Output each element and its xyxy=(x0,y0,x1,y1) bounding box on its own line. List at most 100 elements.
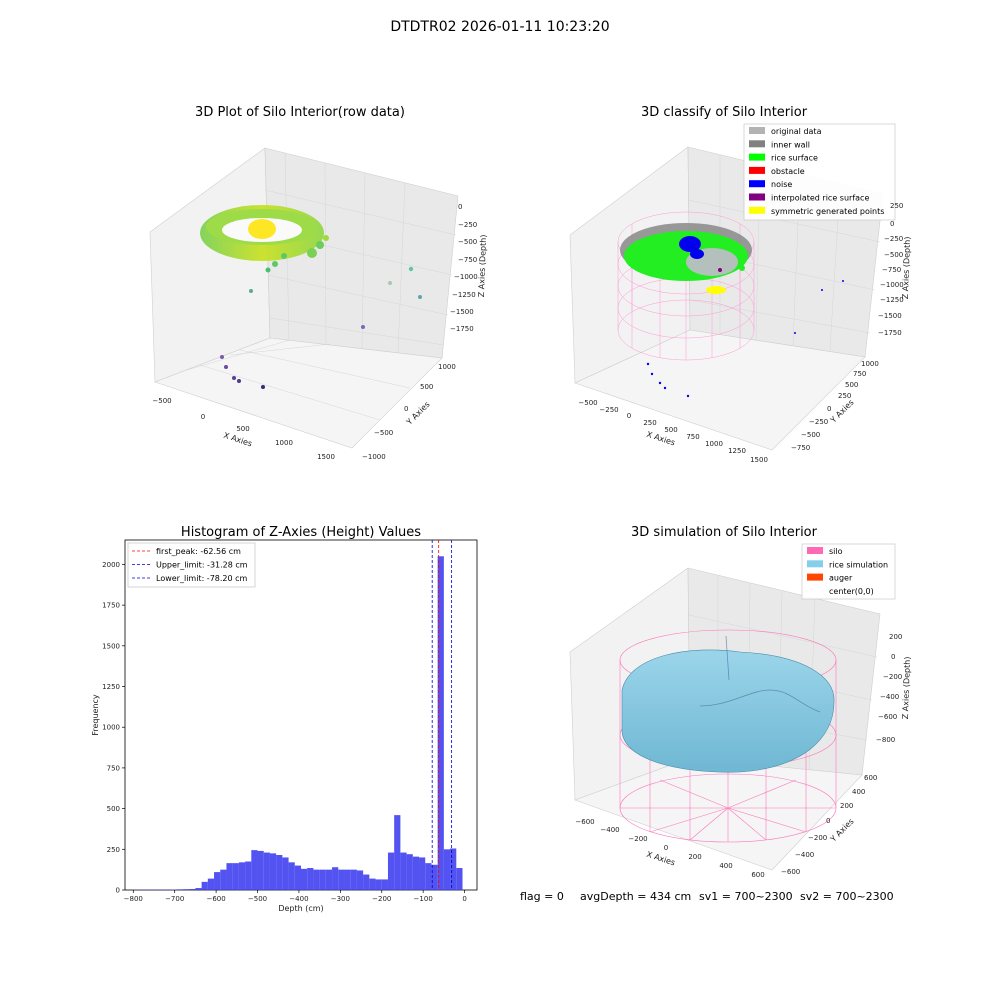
histogram-bar xyxy=(276,855,283,890)
simulation-rice-surface xyxy=(621,635,835,773)
y-tick-label: 1750 xyxy=(102,602,120,610)
legend-label: Lower_limit: -78.20 cm xyxy=(156,574,248,583)
histogram-bar xyxy=(269,853,277,890)
histogram-bar xyxy=(294,865,301,890)
legend-swatch xyxy=(749,127,765,134)
classify-noise-points xyxy=(646,280,844,398)
panel-classify-title: 3D classify of Silo Interior xyxy=(641,105,808,120)
z-tick-label: −1500 xyxy=(878,312,902,320)
x-tick-label: −500 xyxy=(578,399,597,407)
histogram-bar xyxy=(220,869,227,890)
histogram-bar xyxy=(195,888,202,890)
simulation-legend: silo rice simulation auger center(0,0) xyxy=(801,543,896,600)
flag-readout: flag = 0 xyxy=(520,890,564,903)
x-tick-label: −600 xyxy=(206,895,225,903)
histogram-bar xyxy=(182,889,190,890)
raw-axes-panes xyxy=(149,147,459,449)
y-tick-label: 400 xyxy=(852,788,865,796)
histogram-bar xyxy=(406,854,413,890)
classify-legend: original data inner wall rice surface obsta… xyxy=(743,123,896,221)
x-tick-label: 500 xyxy=(236,425,249,433)
legend-label: auger xyxy=(829,574,853,583)
y-tick-label: 1500 xyxy=(102,642,120,650)
z-tick-label: −200 xyxy=(883,673,902,681)
x-tick-label: 400 xyxy=(719,862,732,870)
y-tick-label: −500 xyxy=(801,431,820,439)
z-tick-label: 0 xyxy=(890,220,894,228)
histogram-bar xyxy=(450,848,457,890)
histogram-legend: first_peak: -62.56 cm Upper_limit: -31.28… xyxy=(127,542,256,588)
histogram-bar xyxy=(387,852,395,890)
legend-label: obstacle xyxy=(771,167,805,176)
histogram-bar xyxy=(319,869,326,890)
legend-swatch xyxy=(749,180,765,188)
x-tick-label: −300 xyxy=(331,895,350,903)
y-tick-label: −250 xyxy=(809,418,828,426)
histogram-y-ticks: 0 250 500 750 1000 1250 1500 1750 2000 xyxy=(102,561,125,895)
z-tick-label: 200 xyxy=(889,633,902,641)
histogram-bar xyxy=(226,863,233,890)
x-tick-label: −400 xyxy=(289,895,308,903)
x-tick-label: 1500 xyxy=(317,453,335,461)
z-tick-label: −400 xyxy=(880,693,899,701)
legend-label: symmetric generated points xyxy=(771,207,884,216)
y-tick-label: 0 xyxy=(116,887,120,895)
x-tick-label: −500 xyxy=(152,397,171,405)
simulation-x-axis-label: X Axies xyxy=(645,850,676,868)
legend-swatch xyxy=(749,140,765,148)
histogram-x-ticks: −800 −700 −600 −500 −400 −300 −200 −100 0 xyxy=(124,890,467,903)
histogram-bar xyxy=(257,850,264,890)
y-tick-label: −600 xyxy=(781,868,800,876)
classify-y-axis-label: Y Axies xyxy=(828,398,856,426)
raw-rice-ring xyxy=(200,205,329,273)
raw-z-tick-labels: 0 −250 −500 −750 −1000 −1250 −1500 −1750 xyxy=(450,203,478,333)
raw-x-axis-label: X Axies xyxy=(222,431,253,449)
z-tick-label: −750 xyxy=(882,266,901,274)
raw-y-axis-label: Y Axies xyxy=(404,400,432,428)
legend-label: inner wall xyxy=(771,140,810,149)
legend-swatch xyxy=(749,193,765,201)
histogram-x-axis-label: Depth (cm) xyxy=(278,904,323,913)
z-tick-label: −1000 xyxy=(454,273,478,281)
x-tick-label: 750 xyxy=(686,433,699,441)
histogram-bar xyxy=(456,868,463,890)
y-tick-label: 2000 xyxy=(102,561,120,569)
histogram-bar xyxy=(325,869,333,890)
y-tick-label: 1000 xyxy=(438,363,456,371)
histogram-bar xyxy=(176,889,183,890)
histogram-bar xyxy=(201,881,208,890)
histogram-bar xyxy=(189,889,196,890)
histogram-bar xyxy=(412,856,420,890)
raw-y-tick-labels: −1000 −500 0 500 1000 xyxy=(362,363,456,461)
z-tick-label: −750 xyxy=(458,256,477,264)
classify-rice-surface xyxy=(620,223,752,294)
figure-suptitle: DTDTR02 2026-01-11 10:23:20 xyxy=(390,19,609,35)
histogram-bar xyxy=(282,857,289,890)
histogram-bar xyxy=(375,879,382,890)
panel-simulation-3d: 3D simulation of Silo Interior xyxy=(569,525,912,879)
x-tick-label: −700 xyxy=(165,895,184,903)
histogram-bar xyxy=(238,862,246,890)
x-tick-label: 250 xyxy=(643,419,656,427)
legend-label: rice simulation xyxy=(829,560,888,569)
raw-scatter-outliers xyxy=(220,266,422,389)
classify-z-axis-label: Z Axies (Depth) xyxy=(901,236,912,299)
histogram-bar xyxy=(288,862,295,890)
z-tick-label: −800 xyxy=(876,736,895,744)
histogram-bar xyxy=(425,863,432,890)
classify-y-tick-labels: −750 −500 −250 0 250 500 750 1000 xyxy=(791,360,879,452)
y-tick-label: 750 xyxy=(853,370,866,378)
histogram-bar xyxy=(263,852,270,890)
z-tick-label: −250 xyxy=(884,235,903,243)
sv2-readout: sv2 = 700~2300 xyxy=(800,890,894,903)
z-tick-label: −500 xyxy=(884,251,903,259)
histogram-bar xyxy=(400,852,407,890)
y-tick-label: −200 xyxy=(808,834,827,842)
histogram-bar xyxy=(356,870,364,890)
y-tick-label: 500 xyxy=(107,805,120,813)
histogram-bar xyxy=(301,868,308,890)
simulation-x-tick-labels: −600 −400 −200 0 200 400 600 xyxy=(575,818,764,879)
histogram-bar xyxy=(419,857,426,890)
avg-depth-readout: avgDepth = 434 cm xyxy=(580,890,691,903)
y-tick-label: 1000 xyxy=(861,360,879,368)
